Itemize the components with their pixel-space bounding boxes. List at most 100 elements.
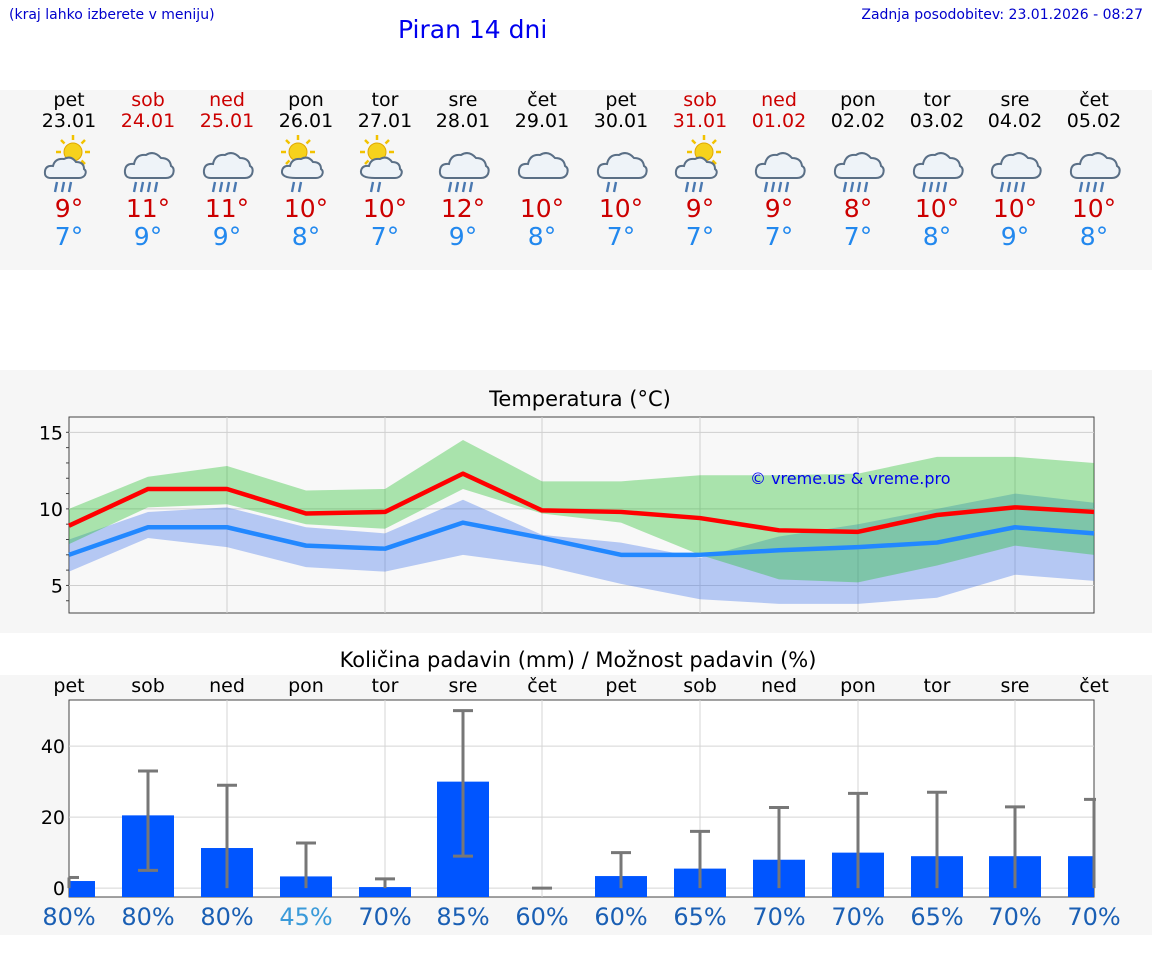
max-temp: 10° <box>1071 194 1117 223</box>
day-column: pon 02.02 8° 7° <box>818 90 898 250</box>
day-name: ned <box>761 89 797 111</box>
day-column: ned 01.02 9° 7° <box>739 90 819 250</box>
day-column: sob 31.01 9° 7° <box>660 90 740 250</box>
cloudy-icon <box>502 132 582 194</box>
min-temp: 8° <box>922 222 952 251</box>
precip-probability: 70% <box>752 903 806 931</box>
day-name: ned <box>209 89 245 111</box>
precipitation-chart: 0 20 40 <box>41 699 1096 900</box>
max-temp: 10° <box>362 194 408 223</box>
sun-cloud-rain-icon <box>266 132 346 194</box>
max-temp: 12° <box>440 194 486 223</box>
precip-day-label: pet <box>53 675 85 697</box>
precip-day-label: sob <box>683 675 717 697</box>
day-column: tor 27.01 10° 7° <box>345 90 425 250</box>
min-temp: 9° <box>1000 222 1030 251</box>
precip-day-label: čet <box>527 675 557 697</box>
min-temp: 7° <box>54 222 84 251</box>
day-name: pet <box>53 89 85 111</box>
max-temp: 10° <box>519 194 565 223</box>
day-name: pon <box>840 89 876 111</box>
sun-cloud-rain-icon <box>345 132 425 194</box>
precip-probability: 70% <box>1067 903 1121 931</box>
min-temp: 9° <box>133 222 163 251</box>
location-hint: (kraj lahko izberete v meniju) <box>9 7 215 23</box>
y-tick-label: 10 <box>39 499 63 521</box>
precip-day-label: tor <box>923 675 951 697</box>
min-temp: 9° <box>212 222 242 251</box>
day-column: sre 28.01 12° 9° <box>423 90 503 250</box>
cloud-drizzle-icon <box>581 132 661 194</box>
day-date: 27.01 <box>357 110 413 132</box>
day-column: sre 04.02 10° 9° <box>975 90 1055 250</box>
day-column: tor 03.02 10° 8° <box>897 90 977 250</box>
max-temp: 11° <box>204 194 250 223</box>
min-temp: 9° <box>448 222 478 251</box>
day-date: 28.01 <box>435 110 491 132</box>
max-temp-line <box>68 471 1095 535</box>
day-name: pet <box>605 89 637 111</box>
precip-bar <box>69 881 95 897</box>
precip-day-label: sre <box>1000 675 1030 697</box>
day-date: 01.02 <box>751 110 807 132</box>
day-date: 05.02 <box>1066 110 1122 132</box>
min-temp: 7° <box>370 222 400 251</box>
precip-probability: 70% <box>831 903 885 931</box>
precip-probability: 80% <box>42 903 96 931</box>
min-temp: 7° <box>764 222 794 251</box>
precip-day-label: pon <box>840 675 876 697</box>
precip-day-label: pet <box>605 675 637 697</box>
precip-probability: 65% <box>673 903 727 931</box>
precip-day-label: ned <box>761 675 797 697</box>
max-temp: 10° <box>992 194 1038 223</box>
day-date: 29.01 <box>514 110 570 132</box>
max-temp: 9° <box>764 194 794 223</box>
partly-sunny-rain-icon <box>29 132 109 194</box>
day-date: 24.01 <box>120 110 176 132</box>
precip-probability: 85% <box>436 903 490 931</box>
day-name: tor <box>371 89 399 111</box>
day-name: čet <box>527 89 557 111</box>
y-tick-label: 5 <box>51 575 63 597</box>
day-column: ned 25.01 11° 9° <box>187 90 267 250</box>
precip-bar <box>359 887 411 897</box>
min-temp: 7° <box>685 222 715 251</box>
cloud-rain-icon <box>108 132 188 194</box>
precip-probability: 80% <box>121 903 175 931</box>
last-updated: Zadnja posodobitev: 23.01.2026 - 08:27 <box>861 7 1143 23</box>
day-name: sob <box>683 89 717 111</box>
day-date: 30.01 <box>593 110 649 132</box>
watermark: © vreme.us & vreme.pro <box>750 469 951 488</box>
cloud-rain-icon <box>897 132 977 194</box>
day-date: 25.01 <box>199 110 255 132</box>
max-temp: 9° <box>54 194 84 223</box>
min-temp: 8° <box>1079 222 1109 251</box>
page-title: Piran 14 dni <box>398 15 548 44</box>
day-name: sre <box>1000 89 1030 111</box>
day-column: čet 29.01 10° 8° <box>502 90 582 250</box>
day-name: sob <box>131 89 165 111</box>
min-temp: 8° <box>527 222 557 251</box>
y-tick-label: 20 <box>41 807 65 829</box>
day-column: pet 23.01 9° 7° <box>29 90 109 250</box>
cloud-rain-icon <box>1054 132 1134 194</box>
cloud-rain-icon <box>423 132 503 194</box>
precip-bar <box>1068 856 1094 897</box>
forecast-band <box>0 90 1152 270</box>
day-column: čet 05.02 10° 8° <box>1054 90 1134 250</box>
precip-day-label: ned <box>209 675 245 697</box>
precip-day-label: tor <box>371 675 399 697</box>
precip-probability: 60% <box>515 903 569 931</box>
y-tick-label: 40 <box>41 736 65 758</box>
precip-probability: 70% <box>988 903 1042 931</box>
day-name: tor <box>923 89 951 111</box>
max-temp: 10° <box>283 194 329 223</box>
min-temp-line <box>68 520 1095 558</box>
day-name: sre <box>448 89 478 111</box>
precip-probability: 80% <box>200 903 254 931</box>
precip-day-label: sob <box>131 675 165 697</box>
precip-day-label: sre <box>448 675 478 697</box>
y-tick-label: 15 <box>39 422 63 444</box>
precip-probability: 60% <box>594 903 648 931</box>
day-date: 23.01 <box>41 110 97 132</box>
